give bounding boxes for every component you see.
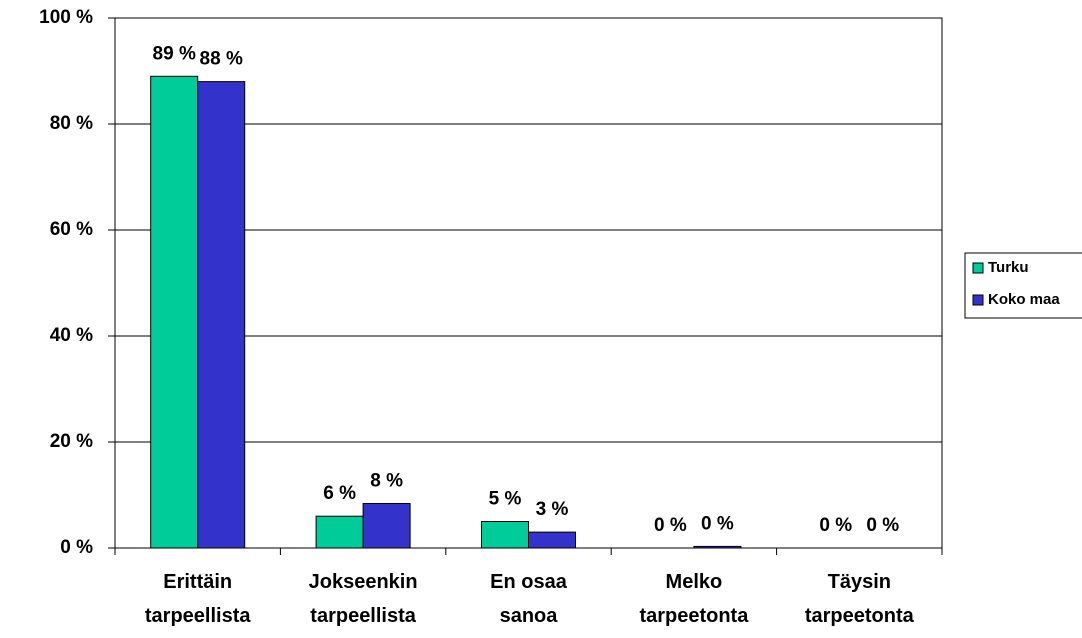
y-tick-label: 40 % xyxy=(50,325,93,346)
value-label: 5 % xyxy=(489,489,522,510)
y-tick-label: 20 % xyxy=(50,431,93,452)
y-tick-label: 100 % xyxy=(39,7,93,28)
bar xyxy=(481,521,529,549)
legend xyxy=(964,252,1082,319)
value-label: 89 % xyxy=(153,43,196,64)
value-label: 0 % xyxy=(701,513,734,534)
x-tick-label: Täysin tarpeetonta xyxy=(805,571,915,627)
x-tick-label: Jokseenkin tarpeellista xyxy=(309,571,418,627)
x-tick-label: Erittäin tarpeellista xyxy=(145,571,251,627)
value-label: 88 % xyxy=(200,49,243,70)
bar xyxy=(150,75,199,549)
bar xyxy=(362,502,411,549)
value-label: 0 % xyxy=(866,515,899,536)
y-tick-label: 80 % xyxy=(50,113,93,134)
value-label: 3 % xyxy=(536,499,569,520)
value-label: 8 % xyxy=(370,470,403,491)
x-tick-label: En osaa sanoa xyxy=(490,571,568,627)
value-label: 0 % xyxy=(654,515,687,536)
bar xyxy=(197,81,246,549)
legend-label: Turku xyxy=(988,259,1029,276)
x-tick-label: Melko tarpeetonta xyxy=(639,571,749,627)
value-label: 0 % xyxy=(819,515,852,536)
legend-swatch xyxy=(972,262,984,274)
legend-label: Koko maa xyxy=(988,291,1060,308)
value-label: 6 % xyxy=(323,483,356,504)
y-tick-label: 0 % xyxy=(60,537,93,558)
bar xyxy=(528,531,576,549)
y-tick-label: 60 % xyxy=(50,219,93,240)
legend-swatch xyxy=(972,294,984,306)
bar xyxy=(315,515,364,549)
bar xyxy=(693,545,742,549)
